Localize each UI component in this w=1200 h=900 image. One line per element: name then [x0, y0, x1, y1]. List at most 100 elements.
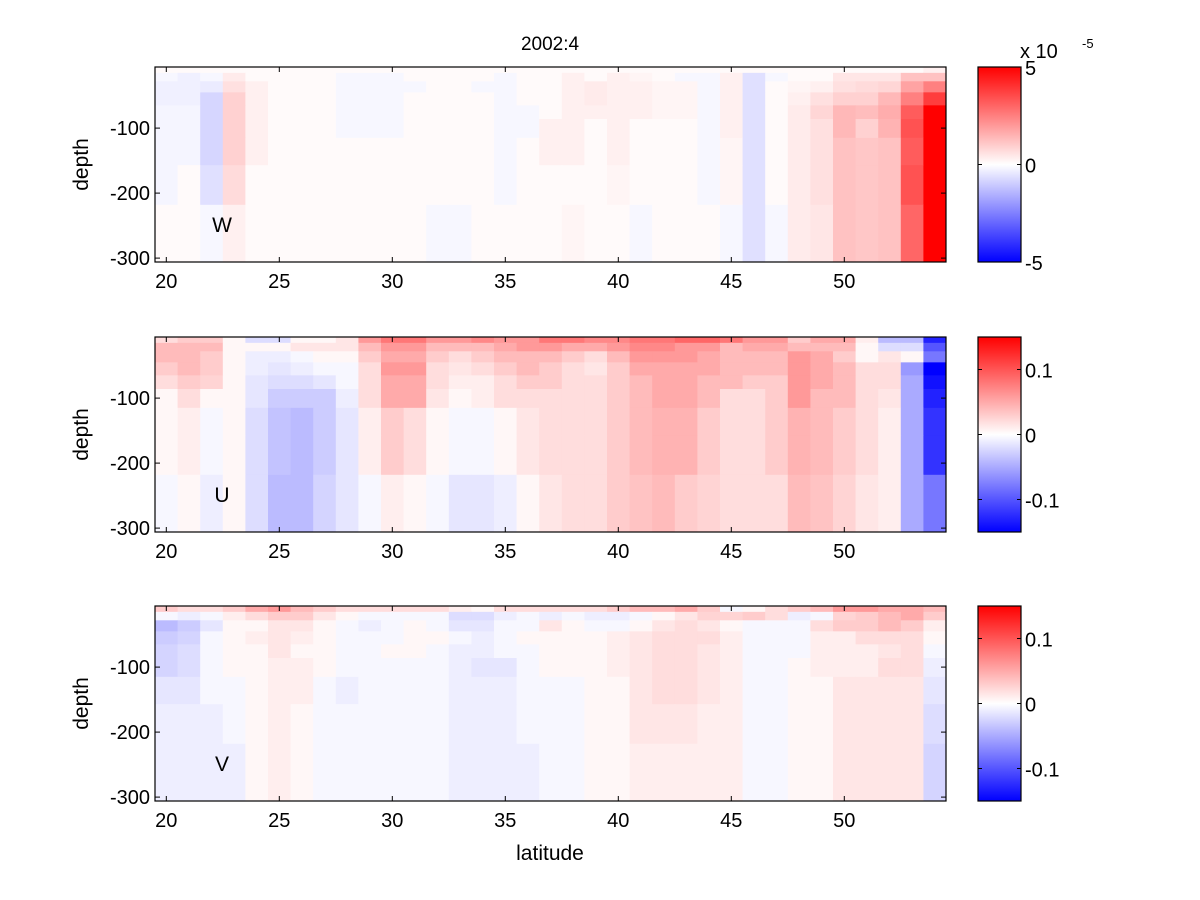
heatmap-cell	[629, 676, 653, 705]
heatmap-cell	[629, 165, 653, 206]
heatmap-cell	[358, 362, 382, 376]
heatmap-cell	[720, 474, 743, 533]
heatmap-cell	[878, 435, 902, 476]
heatmap-cell	[607, 644, 630, 659]
heatmap-cell	[313, 631, 337, 645]
heatmap-cell	[697, 606, 721, 613]
heatmap-cell	[245, 611, 269, 621]
heatmap-cell	[155, 119, 178, 139]
heatmap-cell	[245, 407, 269, 436]
heatmap-cell	[155, 474, 178, 533]
heatmap-cell	[607, 362, 630, 376]
heatmap-cell	[471, 375, 495, 390]
heatmap-cell	[448, 631, 472, 645]
heatmap-cell	[426, 375, 450, 390]
heatmap-cell	[607, 137, 630, 166]
heatmap-cell	[358, 474, 382, 533]
heatmap-cell	[494, 611, 517, 621]
heatmap-cell	[313, 72, 337, 82]
heatmap-cell	[200, 435, 224, 476]
heatmap-cell	[313, 620, 337, 632]
y-axis-label: depth	[70, 408, 93, 461]
heatmap-cell	[652, 92, 676, 106]
heatmap-cell	[810, 620, 834, 632]
x-axis-label: latitude	[516, 842, 584, 865]
heatmap-cell	[697, 375, 721, 390]
heatmap-cell	[403, 611, 427, 621]
heatmap-cell	[358, 375, 382, 390]
heatmap-cell	[720, 204, 743, 263]
heatmap-cell	[448, 81, 472, 93]
heatmap-cell	[471, 474, 495, 533]
heatmap-cell	[177, 375, 201, 390]
colorbar-tick-label: 0.1	[1025, 361, 1053, 383]
heatmap-cell	[358, 351, 382, 363]
heatmap-cell	[855, 137, 879, 166]
heatmap-cell	[403, 658, 427, 678]
heatmap-cell	[448, 351, 472, 363]
heatmap-cell	[787, 658, 811, 678]
heatmap-cell	[607, 72, 630, 82]
heatmap-cell	[448, 606, 472, 613]
heatmap-cell	[177, 644, 201, 659]
heatmap-cell	[561, 375, 585, 390]
heatmap-cell	[403, 81, 427, 93]
heatmap-cell	[335, 658, 359, 678]
heatmap-cell	[494, 658, 517, 678]
heatmap-cell	[833, 137, 856, 166]
heatmap-cell	[607, 92, 630, 106]
heatmap-cell	[742, 72, 766, 82]
heatmap-cell	[697, 165, 721, 206]
heatmap-cell	[539, 620, 563, 632]
heatmap-cell	[584, 351, 608, 363]
heatmap-cell	[697, 435, 721, 476]
heatmap-cell	[742, 743, 766, 802]
heatmap-cell	[516, 105, 540, 120]
heatmap-cell	[855, 704, 879, 745]
heatmap-cell	[426, 676, 450, 705]
heatmap-cell	[584, 337, 608, 344]
heatmap-cell	[539, 704, 563, 745]
heatmap-cell	[878, 342, 902, 352]
heatmap-cell	[471, 337, 495, 344]
heatmap-cell	[426, 137, 450, 166]
heatmap-cell	[200, 362, 224, 376]
y-axis-label: depth	[70, 138, 93, 191]
heatmap-cell	[742, 658, 766, 678]
heatmap-cell	[810, 72, 834, 82]
heatmap-cell	[742, 351, 766, 363]
heatmap-cell	[358, 704, 382, 745]
heatmap-cell	[900, 743, 924, 802]
heatmap-cell	[923, 72, 947, 82]
heatmap-cell	[494, 351, 517, 363]
heatmap-cell	[810, 105, 834, 120]
heatmap-cell	[335, 631, 359, 645]
heatmap-cell	[403, 362, 427, 376]
heatmap-cell	[584, 644, 608, 659]
heatmap-cell	[855, 165, 879, 206]
heatmap-cell	[561, 362, 585, 376]
heatmap-cell	[607, 611, 630, 621]
heatmap-cell	[200, 92, 224, 106]
heatmap-cell	[381, 658, 404, 678]
heatmap-cell	[290, 137, 314, 166]
heatmap-cell	[765, 351, 789, 363]
heatmap-cell	[652, 606, 676, 613]
heatmap-cell	[381, 105, 404, 120]
heatmap-cell	[607, 81, 630, 93]
heatmap-cell	[697, 92, 721, 106]
heatmap-cell	[584, 407, 608, 436]
heatmap-cell	[290, 644, 314, 659]
heatmap-cell	[878, 375, 902, 390]
heatmap-cell	[290, 620, 314, 632]
heatmap-cell	[177, 72, 201, 82]
heatmap-cell	[200, 620, 224, 632]
heatmap-cell	[403, 119, 427, 139]
heatmap-cell	[200, 375, 224, 390]
heatmap-cell	[742, 165, 766, 206]
heatmap-cell	[900, 620, 924, 632]
heatmap-cell	[358, 611, 382, 621]
heatmap-cell	[652, 676, 676, 705]
heatmap-cell	[742, 362, 766, 376]
heatmap-cell	[720, 611, 743, 621]
